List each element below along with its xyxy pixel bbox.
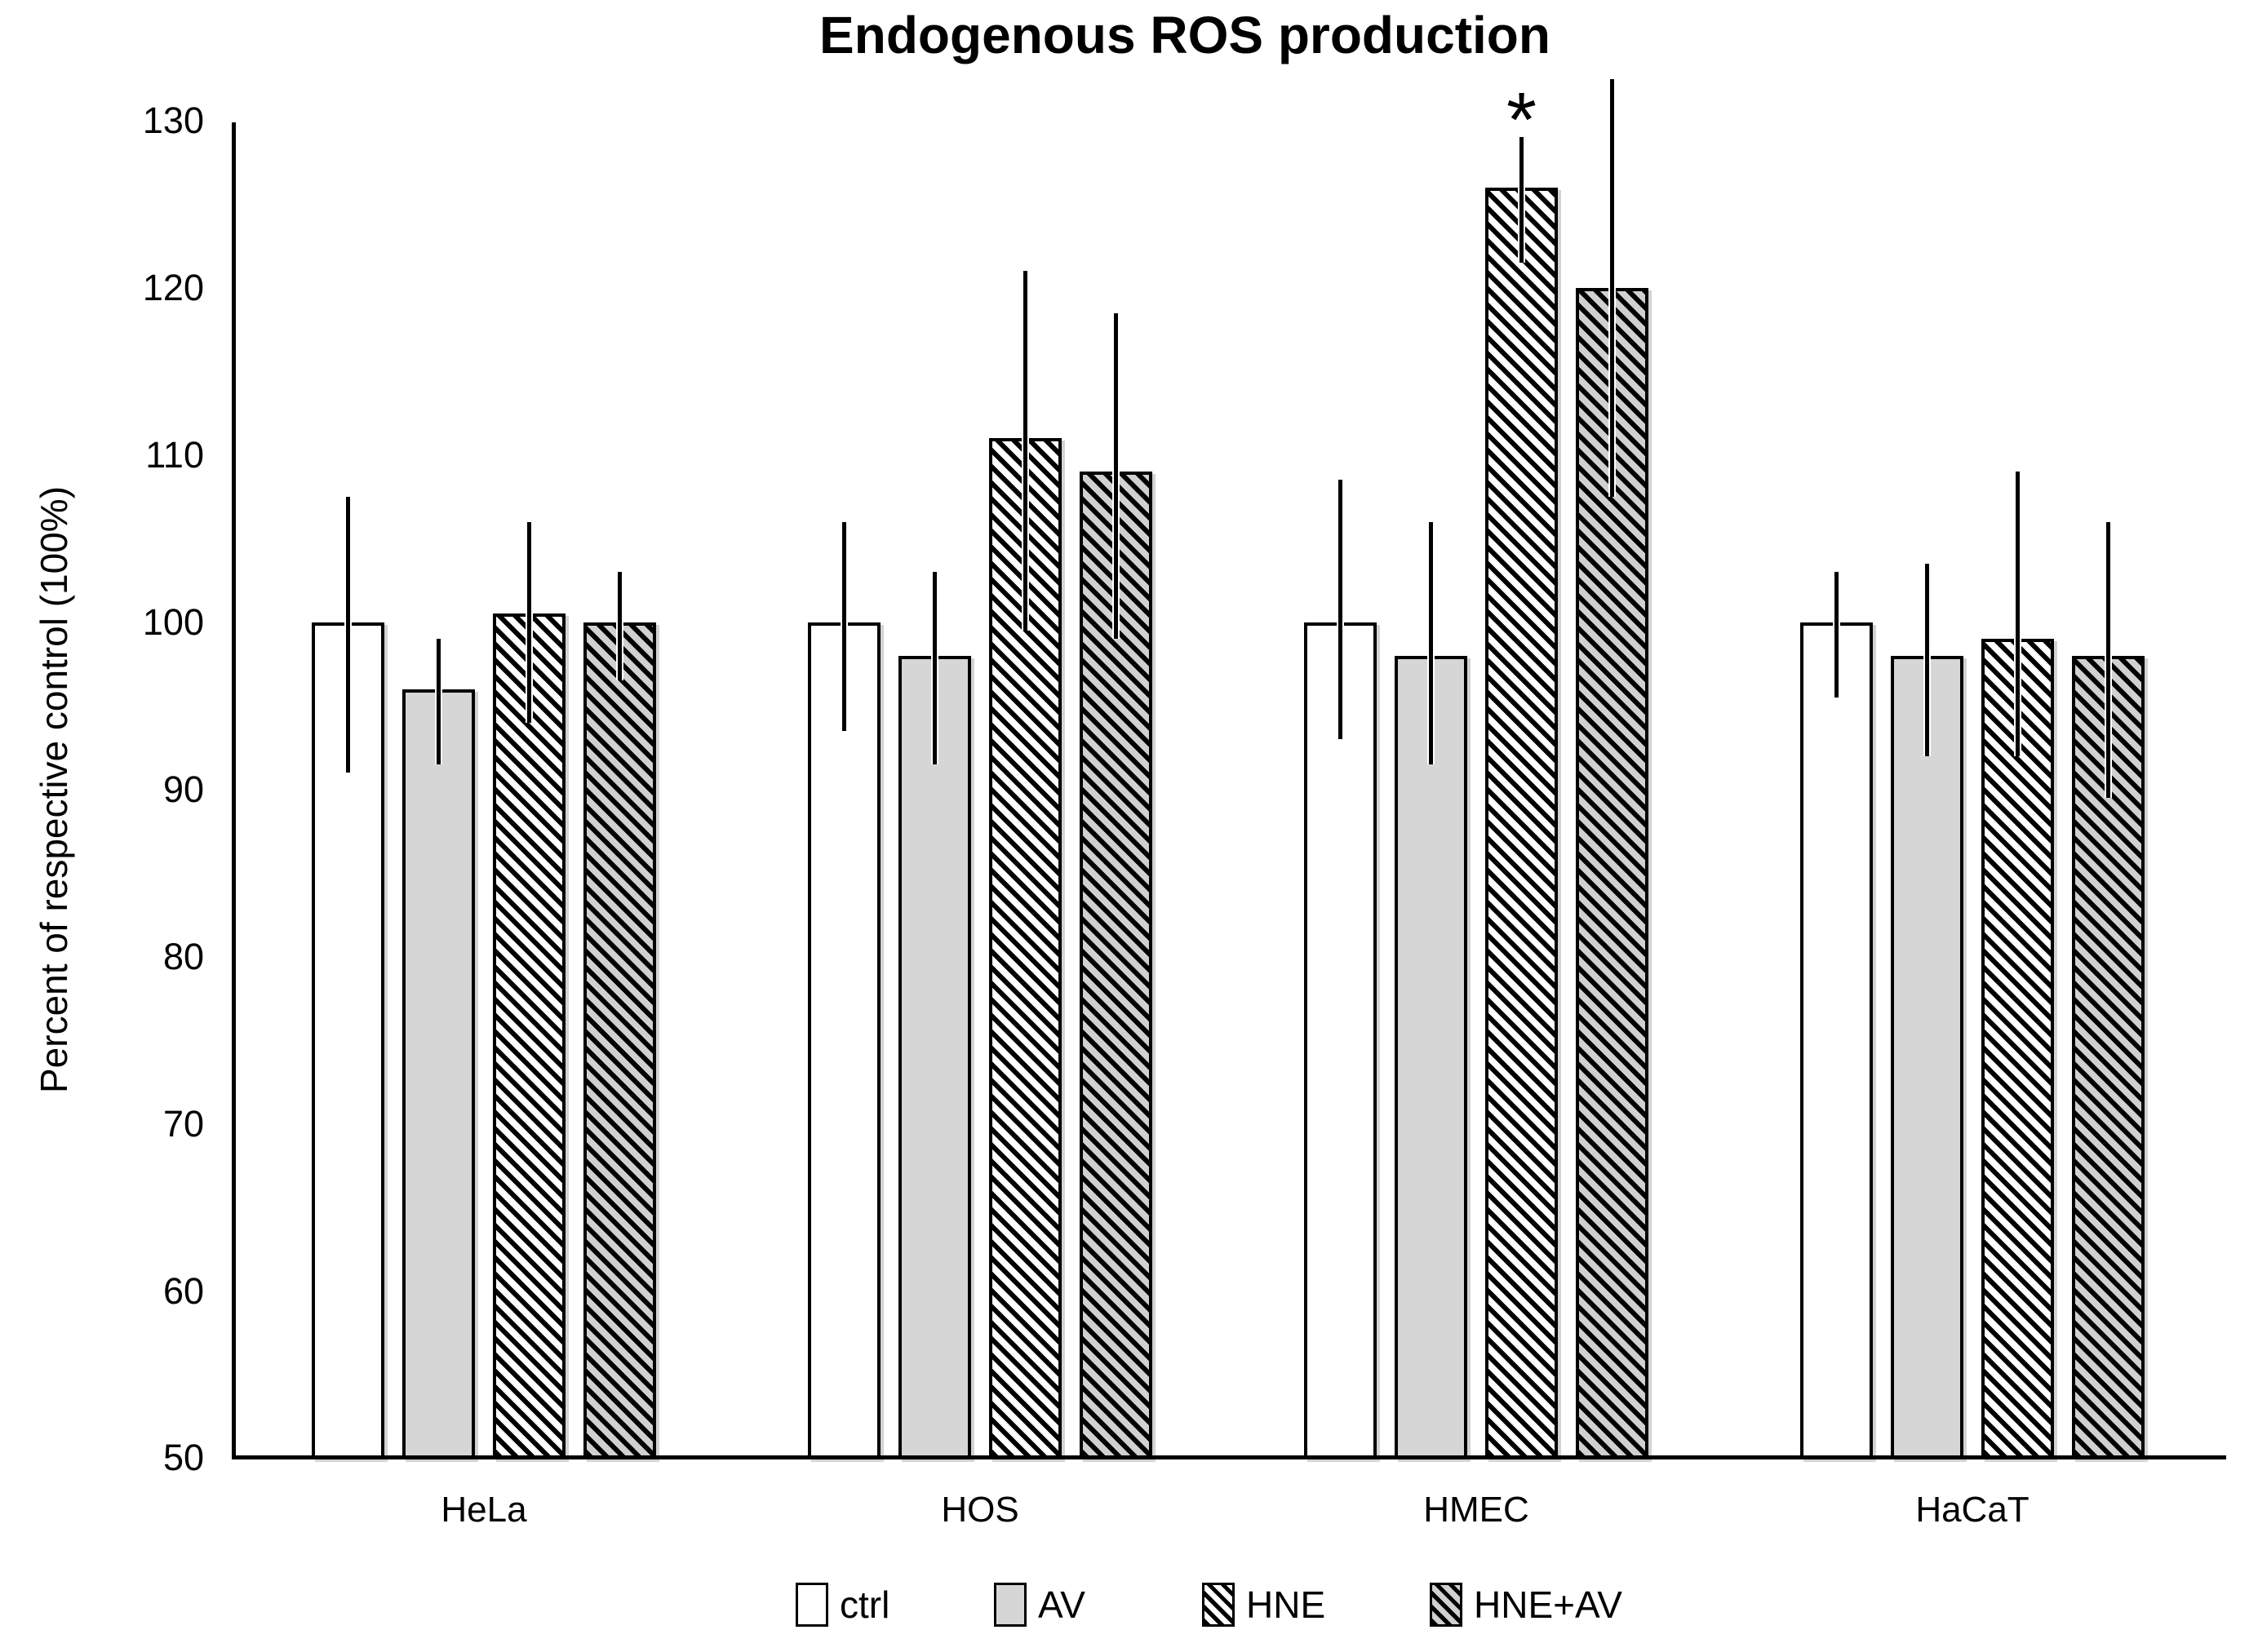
legend-swatch-hne bbox=[1202, 1583, 1235, 1627]
y-tick-label: 110 bbox=[145, 434, 204, 476]
legend-item-ctrl: ctrl bbox=[796, 1583, 889, 1627]
bar-HMEC-AV bbox=[1395, 655, 1467, 1459]
y-tick-label: 90 bbox=[162, 768, 204, 810]
error-bar-HaCaT-AV bbox=[1923, 563, 1931, 756]
error-bar-HeLa-HNE+AV bbox=[616, 572, 623, 681]
bar-HOS-HNE+AV bbox=[1080, 472, 1152, 1459]
legend-item-hne-av: HNE+AV bbox=[1430, 1583, 1622, 1627]
error-bar-HaCaT-ctrl bbox=[1833, 572, 1840, 698]
error-bar-HaCaT-HNE+AV bbox=[2105, 521, 2112, 798]
bar-HaCaT-HNE bbox=[1981, 639, 2054, 1459]
category-label: HeLa bbox=[441, 1490, 527, 1530]
y-tick-label: 50 bbox=[162, 1437, 204, 1478]
bar-HaCaT-AV bbox=[1891, 655, 1963, 1459]
bar-HMEC-HNE bbox=[1485, 187, 1558, 1459]
error-bar-HOS-HNE+AV bbox=[1112, 312, 1120, 640]
legend-item-hne: HNE bbox=[1202, 1583, 1325, 1627]
legend-label: HNE bbox=[1246, 1583, 1326, 1626]
x-axis-line bbox=[232, 1455, 2226, 1459]
legend-item-av: AV bbox=[994, 1583, 1085, 1627]
error-bar-HOS-ctrl bbox=[841, 521, 848, 731]
y-tick-label: 130 bbox=[142, 100, 204, 141]
error-bar-HeLa-ctrl bbox=[344, 496, 352, 773]
bar-HeLa-HNE bbox=[493, 613, 566, 1459]
error-bar-HOS-HNE bbox=[1022, 271, 1029, 631]
y-tick-label: 100 bbox=[142, 601, 204, 643]
error-bar-HMEC-HNE bbox=[1518, 137, 1525, 264]
category-label: HOS bbox=[941, 1490, 1019, 1530]
y-tick-label: 60 bbox=[162, 1270, 204, 1312]
error-bar-HeLa-HNE bbox=[526, 521, 533, 723]
error-bar-HMEC-AV bbox=[1427, 521, 1435, 764]
legend-swatch-av bbox=[994, 1583, 1027, 1627]
bar-HeLa-HNE+AV bbox=[583, 622, 656, 1459]
legend-swatch-hne-av bbox=[1430, 1583, 1462, 1627]
y-axis-line bbox=[232, 122, 236, 1458]
legend-swatch-ctrl bbox=[796, 1583, 828, 1627]
y-tick-label: 120 bbox=[142, 267, 204, 308]
category-label: HaCaT bbox=[1915, 1490, 2030, 1530]
bar-HOS-AV bbox=[898, 655, 971, 1459]
bar-HeLa-AV bbox=[402, 689, 475, 1459]
y-tick-label: 70 bbox=[162, 1103, 204, 1145]
bar-HOS-ctrl bbox=[808, 622, 881, 1459]
legend-label: AV bbox=[1038, 1583, 1085, 1626]
legend-label: HNE+AV bbox=[1474, 1583, 1622, 1626]
error-bar-HaCaT-HNE bbox=[2014, 472, 2021, 756]
legend-label: ctrl bbox=[840, 1583, 890, 1626]
error-bar-HOS-AV bbox=[931, 572, 938, 764]
error-bar-HeLa-AV bbox=[435, 639, 442, 764]
bar-HMEC-HNE+AV bbox=[1576, 287, 1648, 1459]
significance-asterisk: * bbox=[1506, 77, 1537, 163]
error-bar-HMEC-ctrl bbox=[1337, 480, 1344, 740]
y-tick-label: 80 bbox=[162, 936, 204, 977]
chart-title: Endogenous ROS production bbox=[819, 6, 1550, 64]
category-label: HMEC bbox=[1423, 1490, 1529, 1530]
bar-HaCaT-ctrl bbox=[1800, 622, 1873, 1459]
bar-HMEC-ctrl bbox=[1304, 622, 1377, 1459]
error-bar-HMEC-HNE+AV bbox=[1608, 78, 1616, 497]
